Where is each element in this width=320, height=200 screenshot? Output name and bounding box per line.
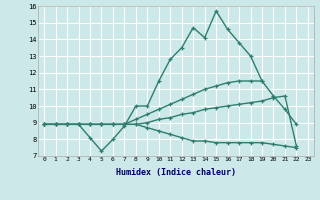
X-axis label: Humidex (Indice chaleur): Humidex (Indice chaleur) (116, 168, 236, 177)
